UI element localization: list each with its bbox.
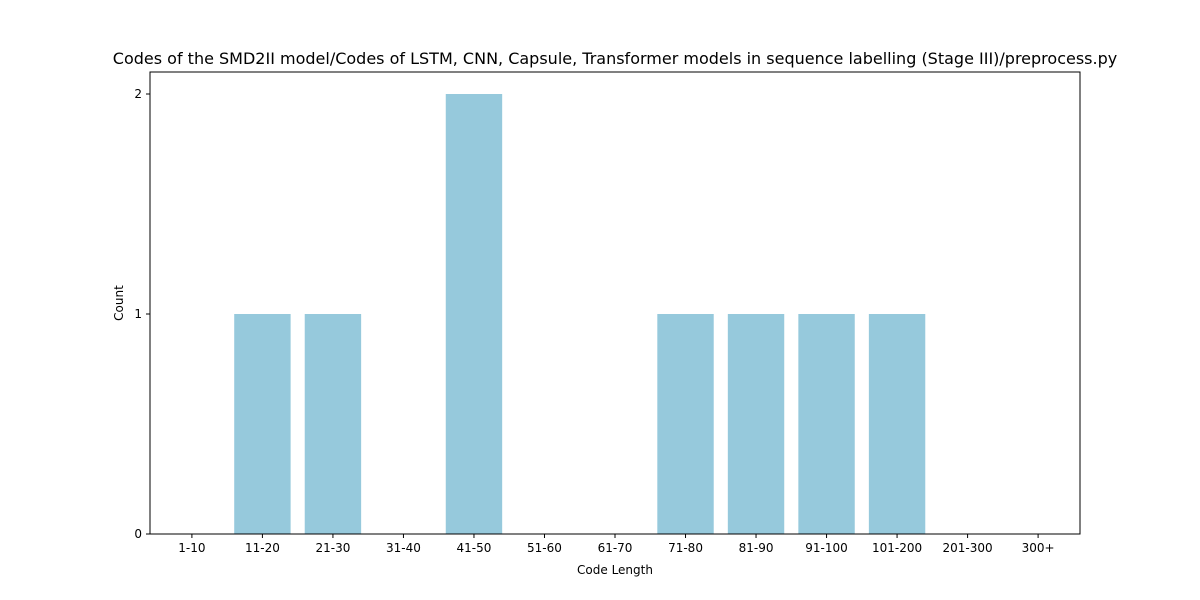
- y-tick-label: 1: [134, 307, 142, 321]
- x-tick-label: 91-100: [805, 541, 848, 555]
- bar-11-20: [234, 314, 291, 534]
- x-axis-ticks: 1-10 11-20 21-30 31-40 41-50 51-60 61-70 71-80 8…: [178, 534, 1055, 555]
- x-tick-label: 201-300: [943, 541, 993, 555]
- plot-frame: [149, 71, 1081, 535]
- x-tick-label: 101-200: [872, 541, 922, 555]
- y-tick-label: 0: [134, 527, 142, 541]
- x-tick-label: 31-40: [386, 541, 421, 555]
- bar-91-100: [798, 314, 855, 534]
- bar-101-200: [868, 314, 926, 534]
- bar-41-50: [445, 94, 503, 534]
- x-tick-label: 61-70: [598, 541, 633, 555]
- x-tick-label: 11-20: [245, 541, 280, 555]
- bars-group: [234, 94, 926, 534]
- x-tick-label: 41-50: [457, 541, 492, 555]
- bar-81-90: [727, 314, 785, 534]
- x-tick-label: 51-60: [527, 541, 562, 555]
- x-tick-label: 1-10: [178, 541, 205, 555]
- chart-title: Codes of the SMD2II model/Codes of LSTM,…: [113, 49, 1117, 68]
- bar-21-30: [304, 314, 362, 534]
- y-axis-ticks: 0 1 2: [134, 87, 150, 541]
- x-tick-label: 81-90: [739, 541, 774, 555]
- x-tick-label: 71-80: [668, 541, 703, 555]
- x-tick-label: 21-30: [315, 541, 350, 555]
- y-axis-label: Count: [112, 285, 126, 321]
- x-axis-label: Code Length: [577, 563, 653, 577]
- y-tick-label: 2: [134, 87, 142, 101]
- bar-71-80: [657, 314, 714, 534]
- x-tick-label: 300+: [1022, 541, 1055, 555]
